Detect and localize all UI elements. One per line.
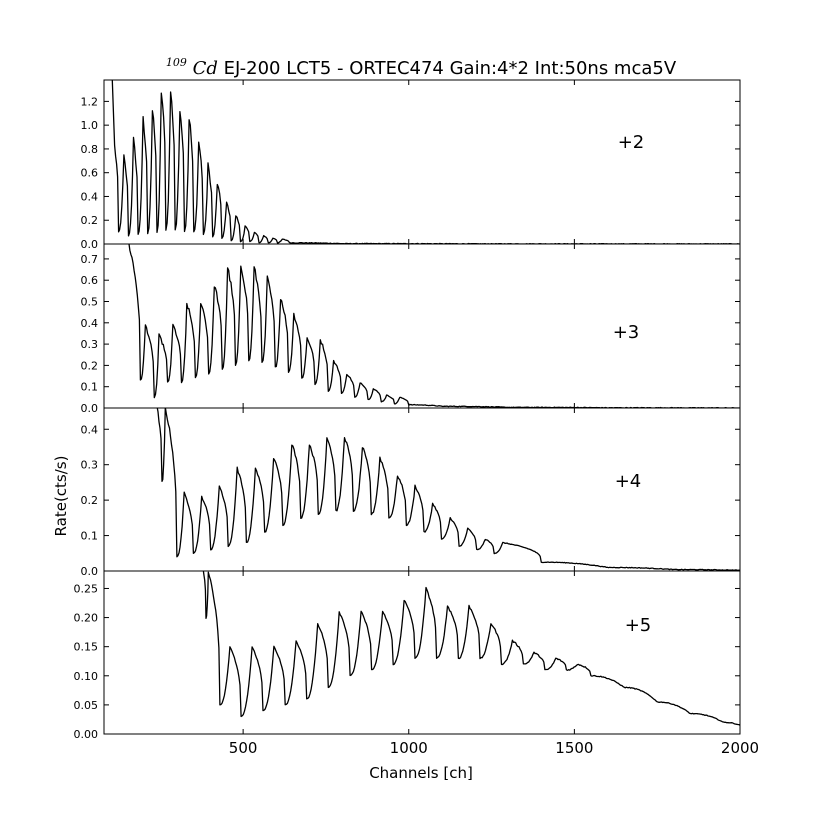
panel-3: 0.0 0.1 0.2 0.3 0.4 +4 <box>81 407 741 578</box>
y-tick-label: 0.2 <box>81 214 99 227</box>
y-tick-label: 0.6 <box>81 274 99 287</box>
y-tick-label: 0.7 <box>81 253 99 266</box>
title-rest: EJ-200 LCT5 - ORTEC474 Gain:4*2 Int:50ns… <box>224 58 677 79</box>
y-tick-label: 0.4 <box>81 317 99 330</box>
y-tick-label: 0.10 <box>74 670 99 683</box>
panel-annotation-2: +3 <box>613 322 640 343</box>
panel-frame-1 <box>103 79 741 245</box>
y-tick-label: 0.15 <box>74 641 99 654</box>
spectrum-trace-4 <box>202 571 740 726</box>
y-tick-label: 0.4 <box>81 423 99 436</box>
spectrum-trace-3 <box>156 408 740 571</box>
y-tick-label: 0.00 <box>74 728 99 741</box>
y-tick-label: 0.2 <box>81 494 99 507</box>
y-tick-label: 0.6 <box>81 167 99 180</box>
y-tick-label: 0.05 <box>74 699 99 712</box>
panel-annotation-1: +2 <box>618 132 645 153</box>
panel-frame-3 <box>103 407 741 572</box>
y-tick-label: 0.3 <box>81 459 99 472</box>
y-axis-label: Rate(cts/s) <box>52 456 70 537</box>
x-tick-label: 500 <box>229 739 258 757</box>
y-tick-label: 1.2 <box>81 95 99 108</box>
y-tick-label: 0.0 <box>81 565 99 578</box>
y-tick-label: 0.25 <box>74 582 99 595</box>
chart-title: 109 Cd EJ-200 LCT5 - ORTEC474 Gain:4*2 I… <box>166 50 677 79</box>
panel-4: 0.00 0.05 0.10 0.15 0.20 0.25 +5 <box>74 570 741 741</box>
y-tick-label: 0.0 <box>81 238 99 251</box>
y-tick-label: 0.4 <box>81 190 99 203</box>
panel-frame-4 <box>103 570 741 735</box>
panel-1: 0.0 0.2 0.4 0.6 0.8 1.0 1.2 +2 <box>81 79 741 251</box>
panel-annotation-3: +4 <box>615 471 642 492</box>
spectrum-trace-1 <box>111 80 740 244</box>
x-tick-label: 1000 <box>390 739 428 757</box>
panel-annotation-4: +5 <box>625 615 652 636</box>
y-tick-label: 0.1 <box>81 381 99 394</box>
y-tick-label: 0.1 <box>81 530 99 543</box>
x-tick-label: 1500 <box>555 739 593 757</box>
y-tick-label: 0.0 <box>81 402 99 415</box>
x-axis-label: Channels [ch] <box>369 764 473 782</box>
y-tick-label: 0.5 <box>81 296 99 309</box>
spectrum-trace-2 <box>128 244 740 408</box>
title-superscript: 109 <box>166 56 187 69</box>
y-tick-label: 0.2 <box>81 359 99 372</box>
x-tick-label: 2000 <box>721 739 759 757</box>
y-tick-label: 0.3 <box>81 338 99 351</box>
y-tick-label: 1.0 <box>81 119 99 132</box>
title-symbol: Cd <box>193 58 218 79</box>
y-tick-label: 0.20 <box>74 612 99 625</box>
y-tick-label: 0.8 <box>81 143 99 156</box>
panel-2: 0.0 0.1 0.2 0.3 0.4 0.5 0.6 0.7 +3 <box>81 243 741 415</box>
